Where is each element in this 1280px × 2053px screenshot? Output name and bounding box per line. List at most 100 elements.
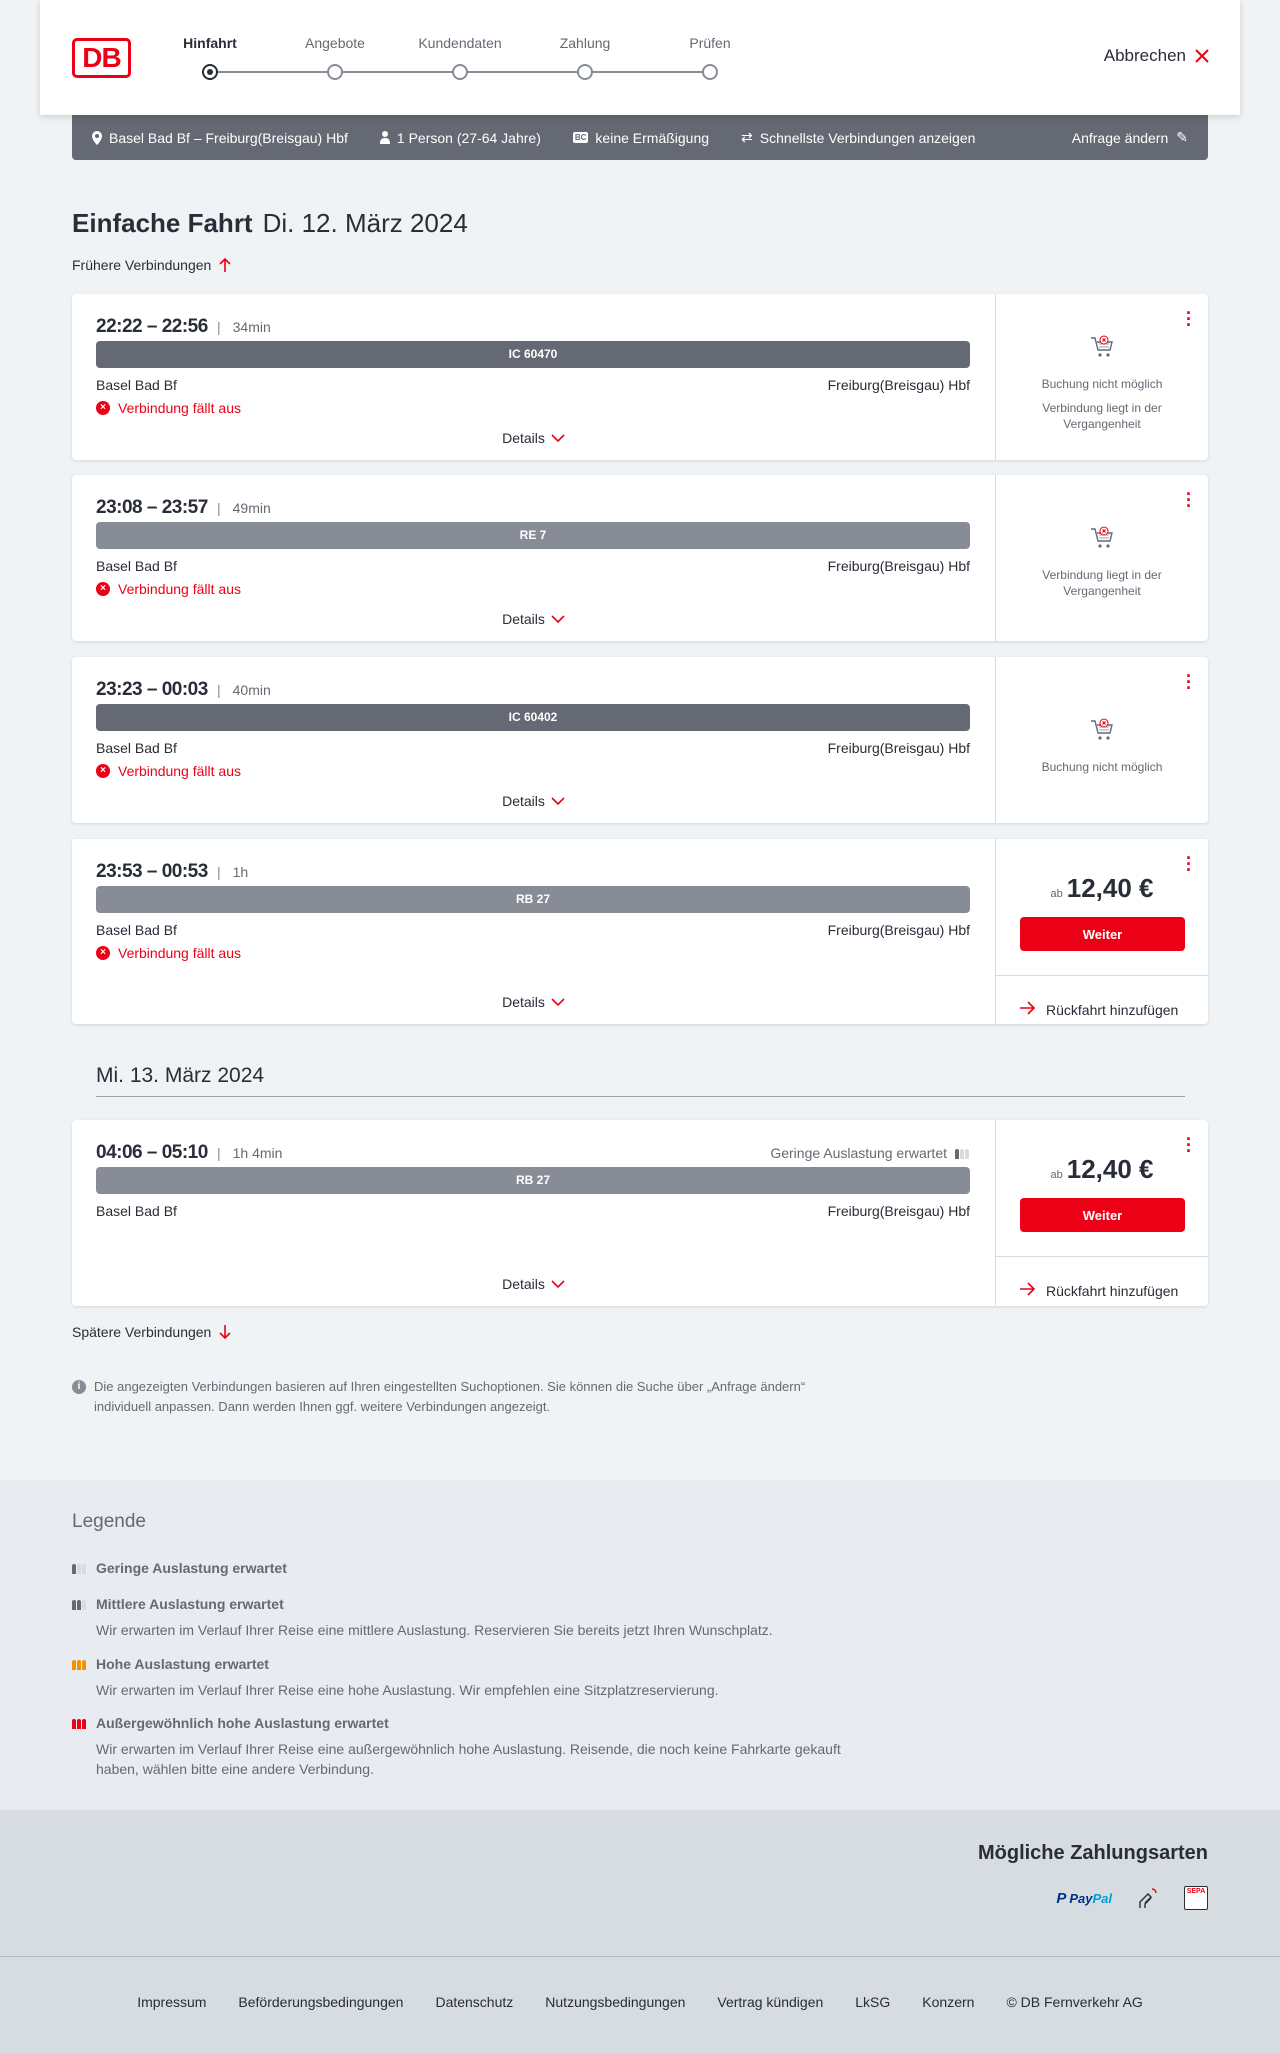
- later-connections-link[interactable]: Spätere Verbindungen: [72, 1324, 231, 1340]
- add-return-button[interactable]: Rückfahrt hinzufügen: [1020, 1282, 1178, 1299]
- connection-time: 23:08 – 23:57: [96, 497, 208, 518]
- occupancy-level-1-icon: [72, 1562, 88, 1574]
- more-options-icon[interactable]: · · ·: [1186, 484, 1192, 516]
- departure-station: Basel Bad Bf: [96, 377, 177, 393]
- chevron-down-icon: [551, 611, 565, 627]
- connection-card[interactable]: 23:23 – 00:03 40min IC 60402 Basel Bad Bf Fr…: [72, 657, 1208, 823]
- cancel-button[interactable]: Abbrechen: [1104, 46, 1210, 66]
- cart-unavailable-icon: [1089, 717, 1115, 748]
- cancel-label: Abbrechen: [1103, 46, 1186, 65]
- cancellation-text: Verbindung fällt aus: [118, 400, 241, 416]
- connection-duration: 1h: [217, 864, 249, 880]
- info-note: i Die angezeigten Verbindungen basieren a…: [72, 1377, 852, 1417]
- cart-unavailable-icon: [1089, 525, 1115, 556]
- footer-link[interactable]: Nutzungsbedingungen: [545, 1994, 686, 2010]
- train-bar[interactable]: RB 27: [96, 886, 970, 913]
- legend-label: Außergewöhnlich hohe Auslastung erwartet: [96, 1715, 389, 1731]
- details-label: Details: [502, 994, 545, 1010]
- more-options-icon[interactable]: · · ·: [1186, 666, 1192, 698]
- legend-title: Legende: [72, 1511, 146, 1532]
- chevron-down-icon: [551, 994, 565, 1010]
- price: ab 12,40 €: [996, 873, 1208, 904]
- persons-text: 1 Person (27-64 Jahre): [396, 129, 541, 146]
- connection-card[interactable]: 22:22 – 22:56 34min IC 60470 Basel Bad Bf Fr…: [72, 294, 1208, 460]
- details-toggle[interactable]: Details: [72, 611, 995, 627]
- arrow-up-icon: [219, 258, 231, 272]
- details-toggle[interactable]: Details: [72, 994, 995, 1010]
- connection-card[interactable]: 04:06 – 05:10 1h 4min RB 27 Basel Bad Bf Fre…: [72, 1120, 1208, 1306]
- booking-panel: · · · ab 12,40 € Weiter Rückfahrt hinzufügen: [995, 839, 1208, 1024]
- footer-link[interactable]: Datenschutz: [435, 1994, 514, 2010]
- route-text: Basel Bad Bf – Freiburg(Breisgau) Hbf: [109, 129, 348, 146]
- arrival-station: Freiburg(Breisgau) Hbf: [827, 922, 970, 938]
- edit-request-button[interactable]: Anfrage ändern ✎: [1072, 129, 1188, 146]
- earlier-connections-link[interactable]: Frühere Verbindungen: [72, 257, 231, 273]
- fastest-toggle[interactable]: ⇄ Schnellste Verbindungen anzeigen: [741, 129, 975, 146]
- connection-info: 22:22 – 22:56 34min IC 60470 Basel Bad Bf Fr…: [72, 294, 995, 460]
- fastest-text: Schnellste Verbindungen anzeigen: [759, 129, 976, 146]
- legend-item: Geringe Auslastung erwartet: [72, 1560, 872, 1576]
- train-bar[interactable]: RB 27: [96, 1167, 970, 1194]
- train-bar[interactable]: IC 60402: [96, 704, 970, 731]
- price-prefix: ab: [1050, 1169, 1063, 1181]
- legend-label: Mittlere Auslastung erwartet: [96, 1596, 284, 1612]
- more-options-icon[interactable]: · · ·: [1186, 848, 1192, 880]
- legend-description: Wir erwarten im Verlauf Ihrer Reise eine…: [96, 1741, 841, 1777]
- error-icon: ×: [96, 764, 110, 778]
- person-icon: [379, 131, 390, 144]
- db-logo[interactable]: DB: [72, 38, 131, 78]
- price-value: 12,40 €: [1066, 873, 1154, 903]
- info-icon: i: [72, 1380, 86, 1394]
- connection-info: 23:08 – 23:57 49min RE 7 Basel Bad Bf Freibu…: [72, 475, 995, 641]
- continue-button[interactable]: Weiter: [1020, 1198, 1185, 1232]
- more-options-icon[interactable]: · · ·: [1186, 303, 1192, 335]
- step-label: Angebote: [305, 35, 365, 51]
- add-return-button[interactable]: Rückfahrt hinzufügen: [1020, 1001, 1178, 1018]
- arrow-right-icon: [1020, 1282, 1036, 1299]
- train-bar[interactable]: IC 60470: [96, 341, 970, 368]
- details-toggle[interactable]: Details: [72, 793, 995, 809]
- connection-time: 23:23 – 00:03: [96, 679, 208, 700]
- continue-button[interactable]: Weiter: [1020, 917, 1185, 951]
- step-label: Hinfahrt: [183, 35, 237, 51]
- footer-link[interactable]: Beförderungsbedingungen: [238, 1994, 404, 2010]
- step-label: Zahlung: [559, 35, 611, 51]
- booking-status-text: Verbindung liegt in der Vergangenheit: [1042, 401, 1162, 431]
- sepa-icon: SEPA: [1184, 1886, 1208, 1910]
- legend-item: Hohe Auslastung erwartet Wir erwarten im …: [72, 1656, 872, 1700]
- footer-link[interactable]: Konzern: [922, 1994, 975, 2010]
- legend-description: Wir erwarten im Verlauf Ihrer Reise eine…: [96, 1622, 773, 1638]
- price-prefix: ab: [1050, 888, 1063, 900]
- cancellation-status: × Verbindung fällt aus: [96, 945, 241, 961]
- trip-type: Einfache Fahrt: [72, 208, 253, 238]
- details-toggle[interactable]: Details: [72, 430, 995, 446]
- legend-item: Außergewöhnlich hohe Auslastung erwartet…: [72, 1715, 872, 1779]
- contactless-payment-icon: [1139, 1888, 1157, 1908]
- arrow-right-icon: [1020, 1001, 1036, 1018]
- cancellation-status: × Verbindung fällt aus: [96, 763, 241, 779]
- discount-text: keine Ermäßigung: [595, 129, 710, 146]
- connection-card[interactable]: 23:08 – 23:57 49min RE 7 Basel Bad Bf Freibu…: [72, 475, 1208, 641]
- chevron-down-icon: [551, 793, 565, 809]
- departure-station: Basel Bad Bf: [96, 558, 177, 574]
- step-label: Kundendaten: [418, 35, 502, 51]
- booking-panel: · · · Verbindung liegt in der Vergangenheit: [995, 475, 1208, 641]
- footer-link[interactable]: Vertrag kündigen: [717, 1994, 824, 2010]
- occupancy-level-4-icon: [72, 1717, 88, 1729]
- booking-status-text: Buchung nicht möglich: [1041, 377, 1163, 391]
- more-options-icon[interactable]: · · ·: [1186, 1129, 1192, 1161]
- cancellation-status: × Verbindung fällt aus: [96, 400, 241, 416]
- footer-link[interactable]: © DB Fernverkehr AG: [1006, 1994, 1143, 2010]
- legend-section: Legende Geringe Auslastung erwartet Mittl…: [0, 1480, 1280, 1810]
- footer-link[interactable]: Impressum: [137, 1994, 207, 2010]
- add-return-label: Rückfahrt hinzufügen: [1046, 1001, 1179, 1018]
- train-bar[interactable]: RE 7: [96, 522, 970, 549]
- step-indicator: [202, 64, 218, 80]
- chevron-down-icon: [551, 1276, 565, 1292]
- footer-link[interactable]: LkSG: [855, 1994, 891, 2010]
- details-toggle[interactable]: Details: [72, 1276, 995, 1292]
- arrival-station: Freiburg(Breisgau) Hbf: [827, 558, 970, 574]
- step-indicator: [577, 64, 593, 80]
- connection-card[interactable]: 23:53 – 00:53 1h RB 27 Basel Bad Bf Freiburg…: [72, 839, 1208, 1024]
- cancellation-text: Verbindung fällt aus: [118, 763, 241, 779]
